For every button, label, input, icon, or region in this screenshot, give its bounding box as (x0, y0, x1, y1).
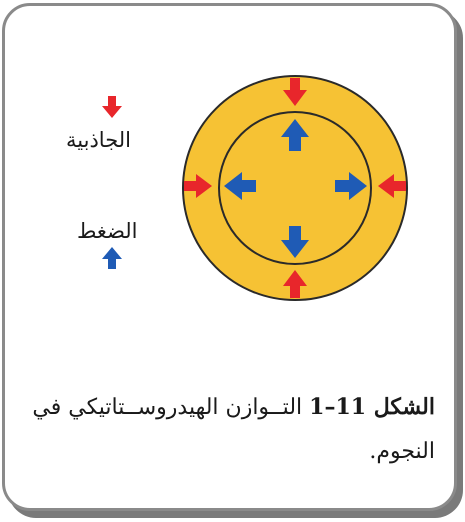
pressure-arrow-left (224, 172, 256, 200)
star-inner-layer (218, 111, 372, 265)
figure-caption-text: التــوازن الهيدروســتاتيكي في النجوم. (32, 395, 435, 464)
pressure-arrow-top (281, 119, 309, 151)
gravity-legend-label: الجاذبية (66, 128, 131, 152)
gravity-arrow-bottom (283, 270, 307, 298)
pressure-legend-label: الضغط (77, 219, 138, 243)
gravity-arrow-right (378, 174, 406, 198)
pressure-arrow-bottom (281, 226, 309, 258)
gravity-legend-icon (102, 96, 122, 118)
star-outer-layer (182, 75, 408, 301)
figure-caption: الشكل 11–1 التــوازن الهيدروســتاتيكي في… (25, 385, 435, 474)
pressure-arrow-right (335, 172, 367, 200)
gravity-arrow-left (184, 174, 212, 198)
gravity-arrow-top (283, 78, 307, 106)
pressure-legend-icon (102, 247, 122, 269)
figure-number: الشكل 11–1 (309, 394, 435, 420)
